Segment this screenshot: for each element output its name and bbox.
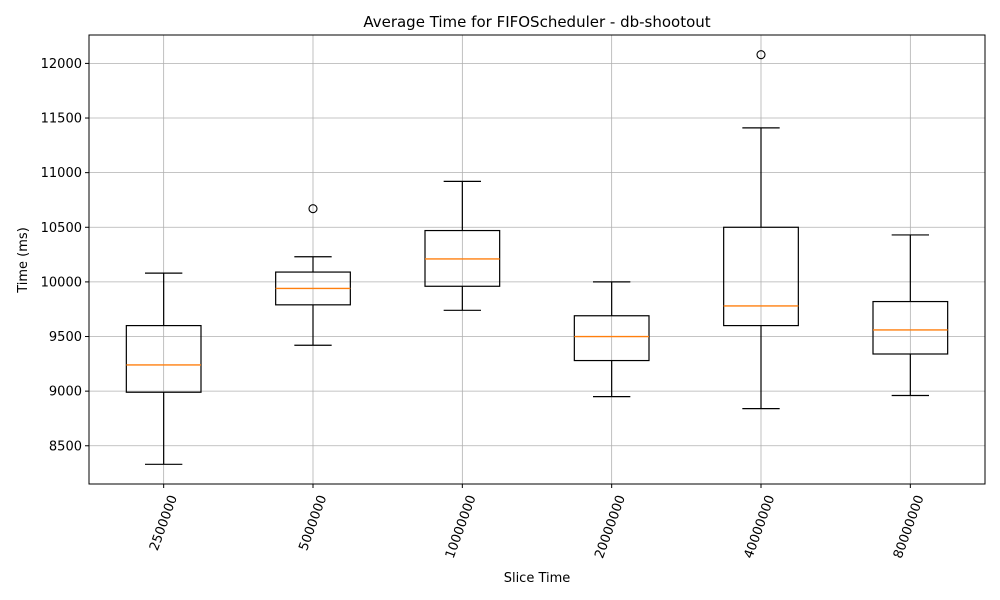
y-tick-label: 11500 [41,112,82,127]
x-tick-label: 5000000 [296,493,330,553]
outlier-point [308,204,318,214]
y-axis-ticks: 8500 9000 9500 10000 10500 11000 11500 12000 [41,57,89,454]
box-20000000 [573,281,650,398]
box-10000000 [424,180,501,311]
x-axis-label: Slice Time [504,571,571,586]
outlier-point [756,50,766,60]
chart-title: Average Time for FIFOScheduler - db-shoo… [363,13,710,31]
y-tick-label: 9000 [49,385,82,400]
box-80000000 [872,234,949,397]
plot-area-frame [88,34,986,485]
y-tick-label: 10500 [41,221,82,236]
y-tick-label: 11000 [41,166,82,181]
x-tick-label: 40000000 [742,493,779,560]
x-tick-label: 20000000 [592,493,629,560]
y-tick-label: 10000 [41,275,82,290]
x-tick-label: 2500000 [147,493,181,553]
box-2500000 [125,272,202,465]
y-axis-label: Time (ms) [16,227,31,294]
iqr-box [573,315,650,362]
y-tick-label: 9500 [49,330,82,345]
box-40000000 [723,50,799,410]
boxes-layer [125,50,949,465]
box-5000000 [275,204,351,346]
grid-lines [89,35,985,484]
iqr-box [723,226,799,327]
x-axis-ticks: 2500000 5000000 10000000 20000000 40000000 80… [147,484,928,561]
iqr-box [872,300,949,355]
y-tick-label: 12000 [41,57,82,72]
x-tick-label: 10000000 [443,493,480,560]
x-tick-label: 80000000 [891,493,928,560]
y-tick-label: 8500 [49,439,82,454]
iqr-box [125,324,202,393]
